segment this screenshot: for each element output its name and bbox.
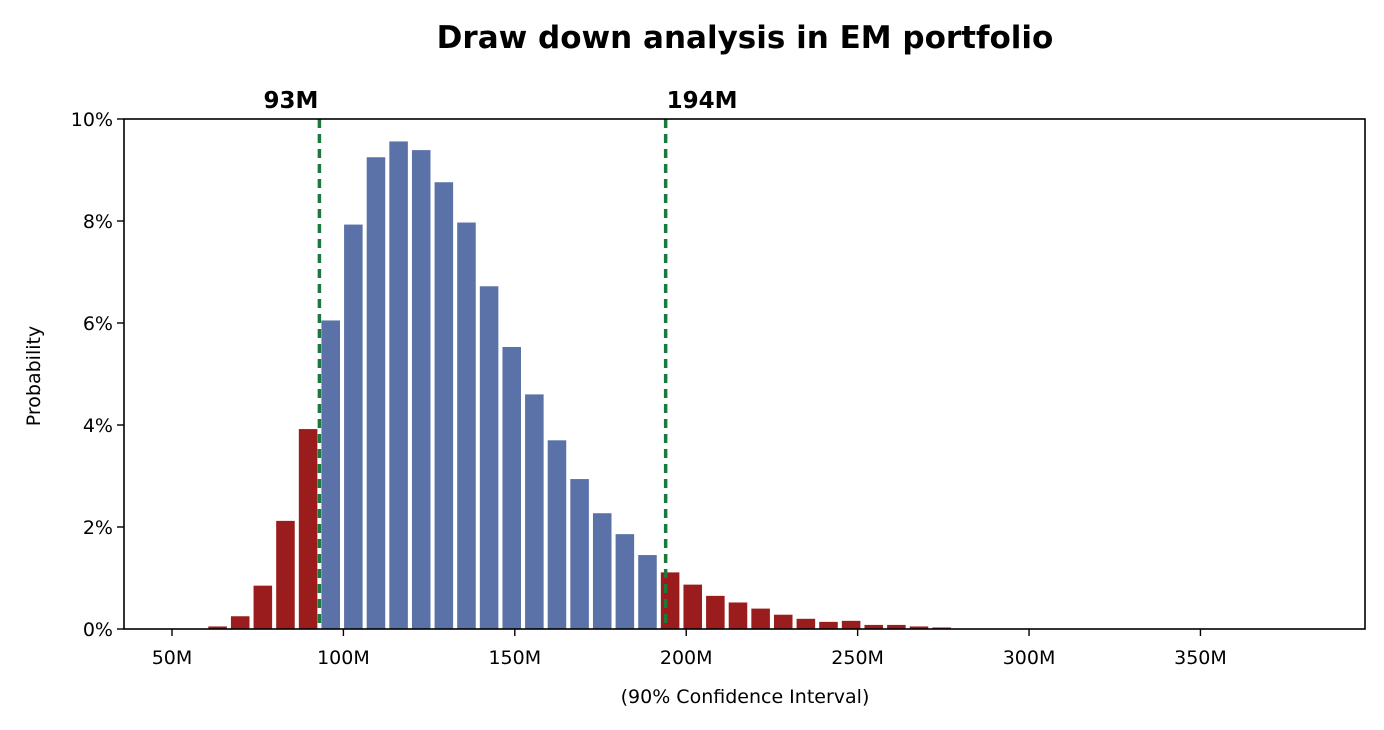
x-tick-label-0: 50M: [152, 647, 193, 669]
y-axis-label: Probability: [23, 326, 45, 426]
bar-29: [864, 624, 884, 629]
confidence-interval-layer: 93M 194M: [263, 88, 738, 629]
bar-1: [230, 616, 250, 629]
bar-24: [751, 608, 770, 629]
axes-layer: 50M 100M 150M 200M 250M 300M 350M 0% 2% 4% 6% 8% 10%: [71, 109, 1366, 669]
y-tick-label-1: 2%: [83, 517, 113, 539]
bar-16: [570, 479, 589, 629]
bar-28: [841, 620, 861, 629]
plot-frame: [123, 118, 1366, 630]
x-tick-label-3: 200M: [660, 647, 713, 669]
x-tick-label-5: 300M: [1003, 647, 1056, 669]
bar-4: [298, 429, 318, 629]
bar-31: [909, 626, 929, 629]
bar-14: [525, 394, 544, 629]
y-tick-label-0: 0%: [83, 619, 113, 641]
bar-13: [502, 346, 521, 629]
bar-20: [660, 572, 680, 629]
bar-27: [819, 621, 838, 629]
bar-22: [706, 595, 725, 629]
bar-12: [479, 286, 499, 629]
bar-21: [683, 584, 703, 629]
bar-26: [796, 618, 816, 629]
bar-6: [344, 224, 363, 629]
bar-11: [457, 222, 476, 629]
x-tick-label-2: 150M: [488, 647, 541, 669]
bar-9: [411, 150, 431, 630]
bar-5: [321, 320, 340, 629]
y-tick-label-3: 6%: [83, 313, 113, 335]
ci-upper-label: 194M: [667, 88, 738, 114]
y-tick-label-5: 10%: [71, 109, 113, 131]
bar-17: [592, 513, 612, 629]
bar-7: [366, 157, 386, 629]
bar-18: [615, 534, 635, 629]
bar-30: [887, 624, 906, 629]
x-tick-label-6: 350M: [1174, 647, 1227, 669]
chart-title: Draw down analysis in EM portfolio: [437, 20, 1054, 56]
bar-15: [547, 440, 567, 629]
x-tick-label-1: 100M: [317, 647, 370, 669]
bar-0: [208, 626, 227, 629]
bars-layer: [208, 141, 951, 630]
x-axis-label: (90% Confidence Interval): [621, 686, 870, 708]
y-tick-label-4: 8%: [83, 211, 113, 233]
bar-2: [253, 585, 273, 629]
bar-8: [389, 141, 408, 629]
y-tick-label-2: 4%: [83, 415, 113, 437]
x-tick-label-4: 250M: [831, 647, 884, 669]
bar-19: [638, 555, 657, 629]
ci-lower-label: 93M: [263, 88, 318, 114]
bar-23: [728, 602, 748, 629]
bar-3: [276, 520, 295, 629]
bar-25: [773, 614, 793, 629]
bar-10: [434, 182, 454, 630]
